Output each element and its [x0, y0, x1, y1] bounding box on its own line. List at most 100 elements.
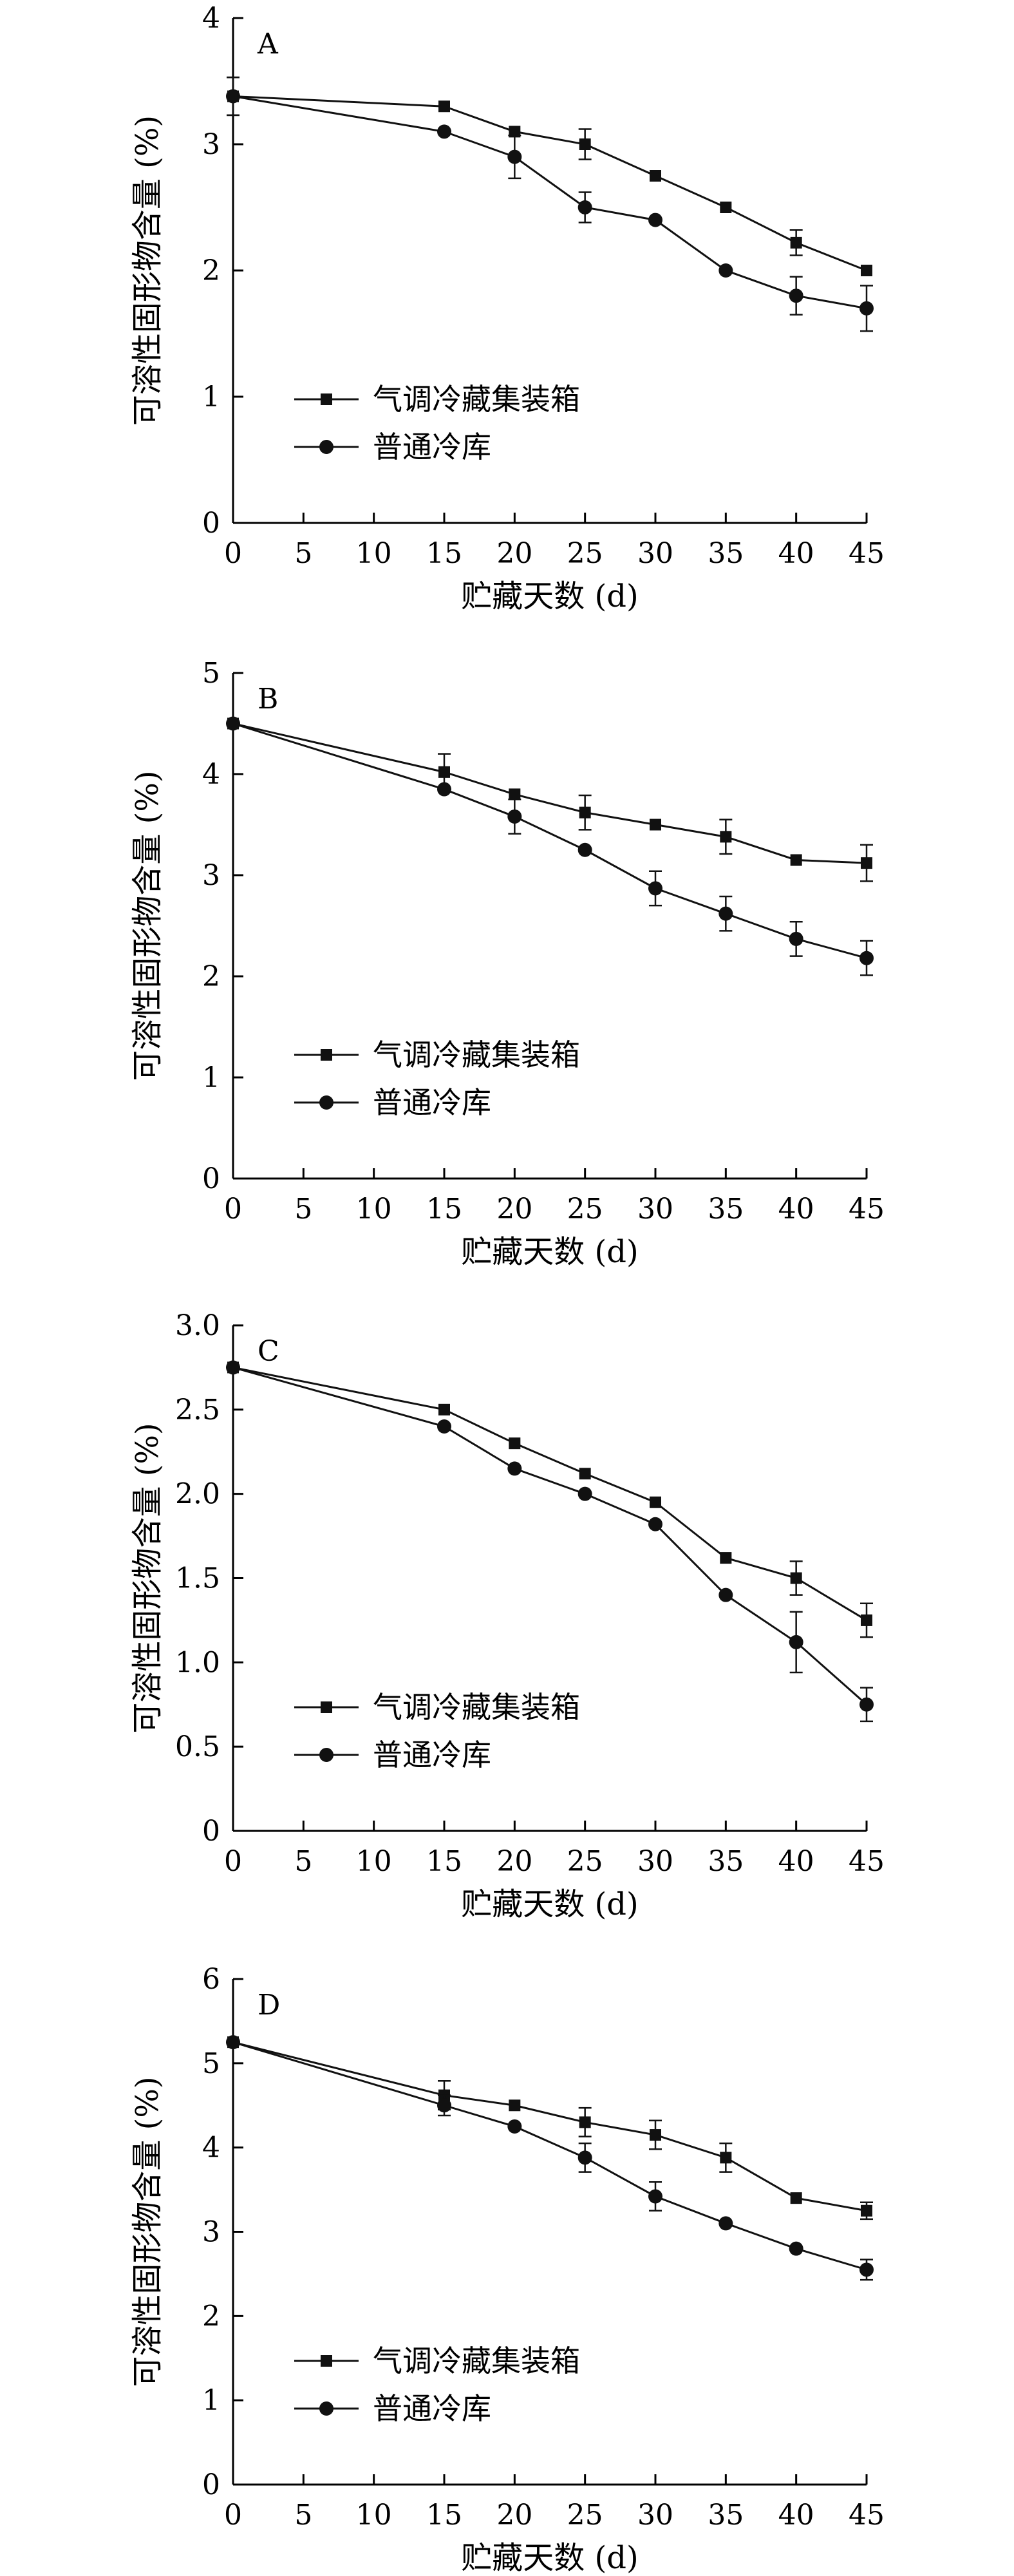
data-point [577, 200, 592, 214]
series-line [232, 1366, 867, 1622]
x-tick-label: 25 [567, 1193, 603, 1226]
series-line [232, 95, 867, 272]
data-point [507, 809, 522, 824]
data-point [650, 2129, 661, 2141]
y-tick-label: 4 [202, 2, 220, 35]
data-point [790, 854, 802, 866]
data-point [577, 842, 592, 857]
data-point [507, 149, 522, 164]
data-point [226, 89, 240, 104]
panel-label: C [258, 1335, 279, 1368]
data-point [859, 2262, 874, 2277]
data-point [720, 831, 732, 843]
panel-c: 0 0.5 1.0 1.5 2.0 2.5 3.0 0 5 10 15 20 25 30 35 40 45 贮藏天… [129, 1309, 885, 1922]
x-tick-label: 30 [637, 537, 673, 570]
legend-label: 普通冷库 [373, 1085, 491, 1120]
data-point [718, 1587, 733, 1602]
y-tick-label: 3 [202, 859, 220, 892]
data-point [226, 2035, 240, 2050]
x-tick-label: 40 [778, 1845, 814, 1878]
x-axis-title: 贮藏天数 (d) [461, 2540, 638, 2576]
y-tick-label: 1.5 [175, 1562, 220, 1595]
y-tick-label: 1 [202, 381, 220, 413]
x-tick-label: 35 [708, 1193, 744, 1226]
x-axis-title: 贮藏天数 (d) [461, 1886, 638, 1922]
legend-entry: 气调冷藏集装箱 [294, 382, 580, 417]
panel-label: A [257, 28, 279, 61]
x-tick-label: 30 [637, 1193, 673, 1226]
legend-entry: 气调冷藏集装箱 [294, 2344, 580, 2378]
x-axis-title: 贮藏天数 (d) [461, 1234, 638, 1270]
x-tick-label: 15 [426, 2499, 462, 2532]
legend-marker [321, 393, 332, 405]
x-tick-label: 35 [708, 2499, 744, 2532]
data-point [650, 819, 661, 831]
x-tick-label: 30 [637, 1845, 673, 1878]
x-tick-label: 0 [224, 1845, 242, 1878]
data-point [226, 716, 240, 731]
data-point [579, 806, 591, 819]
data-point [790, 1572, 802, 1584]
legend-label: 气调冷藏集装箱 [373, 1690, 580, 1725]
y-tick-label: 5 [202, 2047, 220, 2080]
x-tick-label: 20 [496, 1845, 532, 1878]
x-tick-label: 20 [496, 2499, 532, 2532]
data-point [718, 2216, 733, 2231]
data-point [789, 931, 803, 946]
panel-label: D [258, 1989, 280, 2022]
data-point [509, 1437, 521, 1450]
y-tick-label: 0 [202, 1815, 220, 1848]
data-point [437, 124, 451, 139]
y-tick-label: 3 [202, 128, 220, 161]
legend-marker [319, 1748, 333, 1762]
x-tick-label: 10 [356, 1845, 392, 1878]
data-point [720, 202, 732, 213]
y-axis-title: 可溶性固形物含量 (%) [129, 115, 165, 426]
x-tick-label: 15 [426, 537, 462, 570]
x-tick-label: 40 [778, 1193, 814, 1226]
x-tick-label: 45 [849, 2499, 885, 2532]
y-tick-label: 2.5 [175, 1394, 220, 1426]
legend-label: 普通冷库 [373, 1738, 491, 1772]
x-tick-label: 35 [708, 1845, 744, 1878]
series-square [227, 717, 873, 882]
x-tick-label: 5 [294, 2499, 312, 2532]
data-point [648, 881, 662, 896]
series-circle [226, 716, 874, 976]
data-point [438, 100, 450, 113]
legend-label: 普通冷库 [373, 2391, 491, 2426]
x-tick-label: 0 [224, 537, 242, 570]
series-square [227, 1361, 873, 1638]
y-axis-title: 可溶性固形物含量 (%) [129, 770, 165, 1081]
series-line [232, 95, 867, 310]
series-square [227, 76, 872, 276]
series-circle [226, 2035, 874, 2281]
x-tick-label: 25 [567, 537, 603, 570]
data-point [509, 788, 521, 800]
y-tick-label: 3.0 [175, 1309, 220, 1342]
x-tick-label: 40 [778, 537, 814, 570]
data-point [859, 951, 874, 965]
x-tick-label: 5 [294, 1193, 312, 1226]
data-point [720, 2152, 732, 2164]
data-point [577, 1486, 592, 1501]
data-point [790, 2192, 802, 2204]
data-point [789, 289, 803, 303]
data-point [437, 782, 451, 797]
legend-marker [321, 1701, 332, 1713]
series-line [232, 2041, 867, 2271]
y-tick-label: 4 [202, 2132, 220, 2164]
x-tick-label: 45 [849, 1193, 885, 1226]
legend-label: 普通冷库 [373, 430, 491, 464]
data-point [438, 1403, 450, 1416]
x-tick-label: 15 [426, 1193, 462, 1226]
legend-entry: 普通冷库 [294, 1085, 491, 1120]
x-tick-label: 45 [849, 537, 885, 570]
x-tick-label: 30 [637, 2499, 673, 2532]
data-point [859, 301, 874, 316]
y-tick-label: 0 [202, 2468, 220, 2501]
x-tick-label: 40 [778, 2499, 814, 2532]
legend-marker [319, 2401, 333, 2416]
